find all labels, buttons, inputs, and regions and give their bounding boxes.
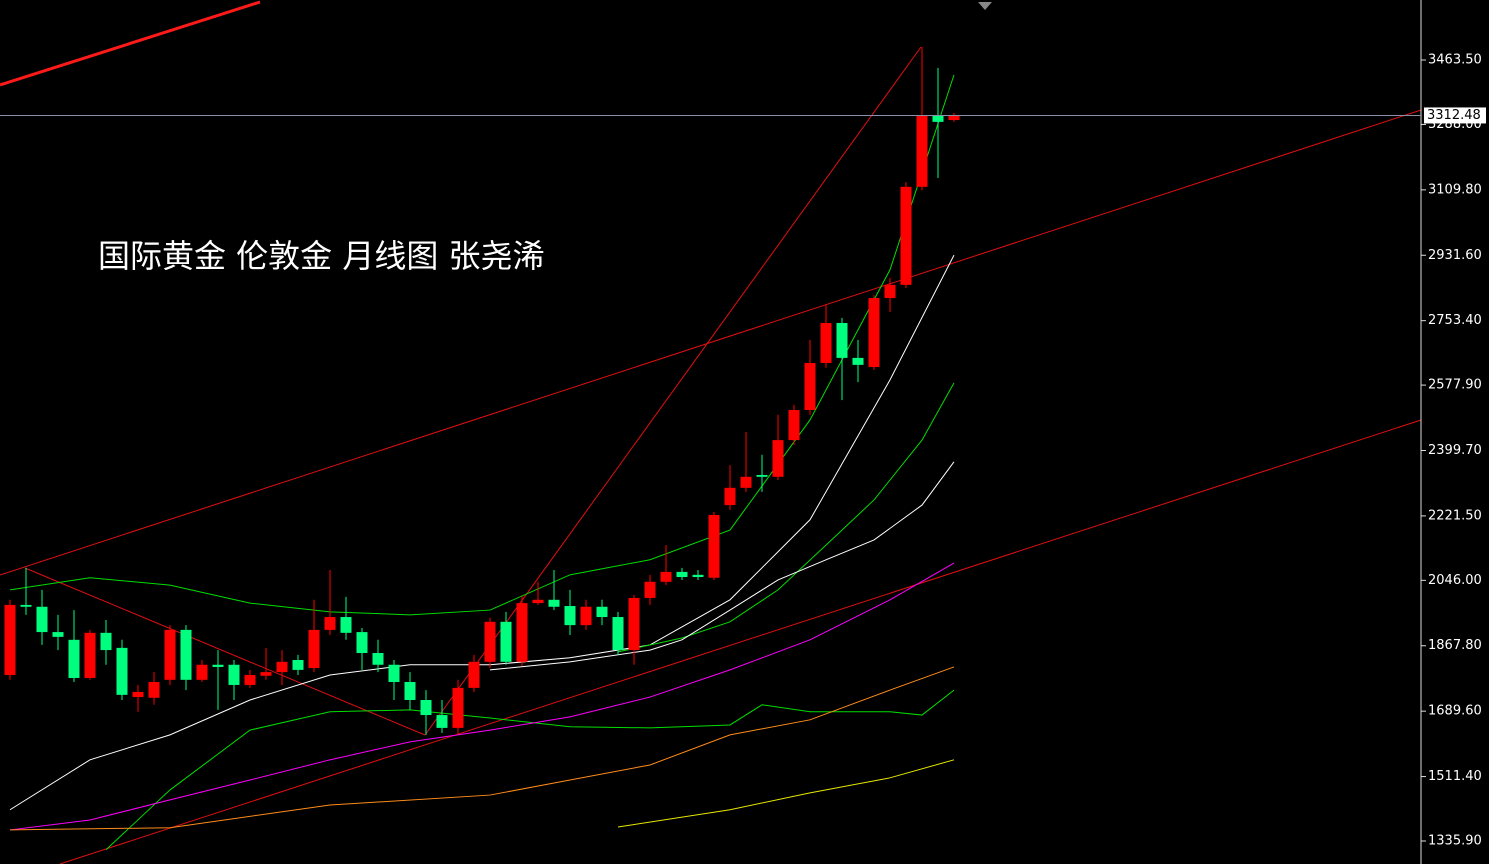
candle-body [100, 632, 112, 651]
candle-body [212, 664, 224, 667]
trend-line [24, 567, 426, 736]
indicator-line [489, 461, 955, 671]
candle-body [836, 323, 848, 358]
candle-body [500, 621, 512, 662]
y-tick-label: 2931.60 [1428, 248, 1482, 263]
candle-body [644, 581, 656, 598]
candle-body [596, 606, 608, 618]
candle-body [900, 186, 912, 285]
candle-body [116, 647, 128, 695]
candle-body [292, 659, 304, 670]
candle-body [820, 323, 832, 364]
candle-body [228, 664, 240, 685]
candle-body [244, 675, 256, 685]
candle-body [52, 632, 64, 637]
candle-body [436, 715, 448, 728]
marker [978, 2, 992, 10]
candle-body [916, 115, 928, 187]
candle-body [372, 653, 384, 665]
candle-body [4, 604, 16, 676]
candle-body [852, 357, 864, 365]
candle-body [308, 629, 320, 669]
candle-body [948, 115, 960, 121]
candle-body [532, 599, 544, 604]
candle-body [164, 629, 176, 680]
candle-body [692, 574, 704, 578]
y-tick-label: 2753.40 [1428, 313, 1482, 328]
candle-body [932, 115, 944, 122]
candle-body [564, 606, 576, 626]
trend-line [59, 419, 1422, 864]
y-tick-label: 2046.00 [1428, 573, 1482, 588]
candle-body [548, 599, 560, 607]
candle-body [36, 606, 48, 633]
last-price-box [1424, 107, 1486, 124]
y-tick-label: 1867.80 [1428, 638, 1482, 653]
candle-body [788, 410, 800, 441]
indicator-line [617, 759, 955, 828]
chart-title: 国际黄金 伦敦金 月线图 张尧浠 [98, 237, 545, 275]
candle-body [324, 617, 336, 630]
trend-line [0, 0, 261, 87]
candle-body [516, 603, 528, 662]
candle-body [484, 621, 496, 662]
candle-body [196, 664, 208, 680]
trend-lines [0, 0, 1422, 864]
candle-body [628, 597, 640, 651]
candle-body [580, 606, 592, 626]
y-tick-label: 2221.50 [1428, 508, 1482, 523]
y-tick-label: 1689.60 [1428, 704, 1482, 719]
candle-body [84, 632, 96, 678]
candle-body [420, 699, 432, 716]
indicator-line [9, 666, 955, 831]
indicator-line [9, 562, 955, 831]
candle-body [676, 571, 688, 578]
candle-body [356, 632, 368, 654]
candle-body [868, 298, 880, 368]
candle-body [740, 476, 752, 488]
candle-body [452, 687, 464, 728]
y-tick-label: 2399.70 [1428, 443, 1482, 458]
candle-body [612, 617, 624, 651]
candle-body [68, 639, 80, 678]
candle-body [132, 691, 144, 698]
candle-body [772, 440, 784, 477]
last-price-label: 3312.48 [1427, 108, 1481, 123]
candle-body [180, 629, 192, 680]
y-tick-label: 1335.90 [1428, 833, 1482, 848]
trend-line [0, 109, 1422, 576]
y-tick-label: 3463.50 [1428, 53, 1482, 68]
candle-body [148, 682, 160, 698]
trend-line [424, 46, 922, 736]
candle-body [276, 661, 288, 673]
candle-body [756, 474, 768, 477]
y-tick-label: 3109.80 [1428, 182, 1482, 197]
y-tick-label: 1511.40 [1428, 769, 1482, 784]
candle-body [340, 617, 352, 633]
candle-body [884, 284, 896, 299]
candle-body [724, 487, 736, 506]
indicator-line [105, 689, 955, 851]
indicator-line [9, 74, 955, 616]
y-tick-label: 2577.90 [1428, 378, 1482, 393]
candle-body [804, 363, 816, 411]
candle-body [708, 514, 720, 578]
candle-body [388, 664, 400, 683]
candle-body [404, 682, 416, 700]
candle-body [20, 604, 32, 607]
candle-body [660, 571, 672, 582]
candle-body [260, 672, 272, 676]
candle-body [468, 661, 480, 688]
